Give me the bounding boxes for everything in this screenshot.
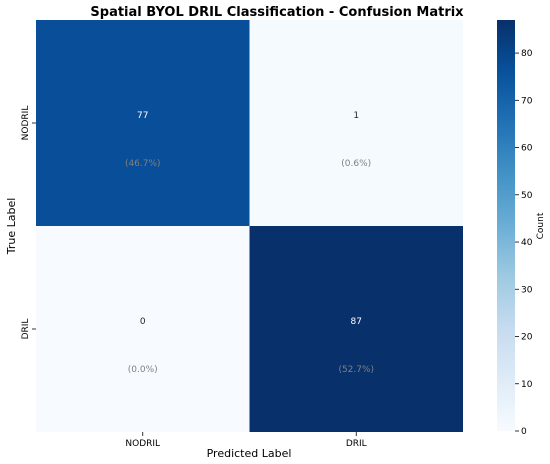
heatmap-cell-1-1 [249,226,463,432]
y-tick-label: DRIL [21,319,31,340]
cell-count-label: 1 [353,111,359,121]
x-axis-label: Predicted Label [207,447,292,460]
cell-percent-label: (46.7%) [125,159,161,169]
colorbar-tick-label: 60 [521,144,533,154]
y-axis-ticks: NODRIL DRIL [21,106,36,340]
colorbar-tick-label: 40 [521,238,533,248]
cell-percent-label: (0.0%) [128,365,158,375]
heatmap-cell-0-1 [249,20,463,226]
heatmap-cell-1-0 [36,226,250,432]
cell-count-label: 87 [351,317,362,327]
colorbar-tick-label: 50 [521,191,533,201]
x-tick-label: DRIL [346,439,367,449]
x-tick-label: NODRIL [125,439,160,449]
cell-percent-label: (52.7%) [338,365,374,375]
heatmap-cell-0-0 [36,20,250,226]
colorbar-ticks: 0 10 20 30 40 50 60 70 80 [515,49,533,437]
chart-title: Spatial BYOL DRIL Classification - Confu… [90,5,464,20]
colorbar-tick-label: 70 [521,96,533,106]
colorbar-tick-label: 10 [521,380,533,390]
x-axis-ticks: NODRIL DRIL [125,432,367,449]
colorbar-tick-label: 0 [521,427,527,437]
y-tick-label: NODRIL [21,106,31,141]
cell-count-label: 0 [140,317,146,327]
cell-count-label: 77 [137,111,148,121]
colorbar-label: Count [536,212,546,239]
colorbar-tick-label: 20 [521,333,533,343]
colorbar [497,20,515,431]
y-axis-label: True Label [5,198,18,256]
heatmap-cells: 77 (46.7%) 1 (0.6%) 0 (0.0%) 87 (52.7%) [36,20,463,432]
cell-percent-label: (0.6%) [341,159,371,169]
colorbar-tick-label: 30 [521,285,533,295]
colorbar-tick-label: 80 [521,49,533,59]
